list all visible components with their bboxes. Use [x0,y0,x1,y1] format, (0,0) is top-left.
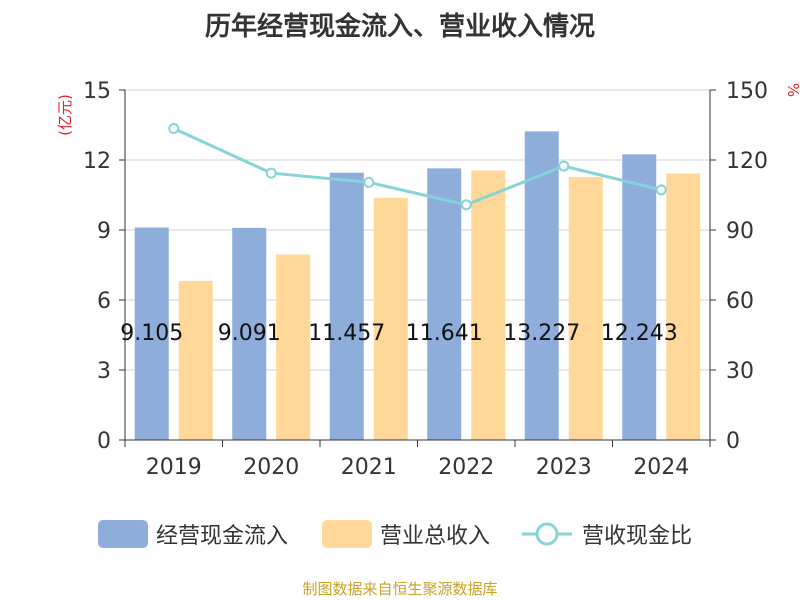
ratio-point-2024 [655,184,667,196]
y-left-tick-label: 9 [97,219,111,244]
gridlines [125,89,710,371]
bar-cash-inflow-2020 [232,227,267,440]
legend-swatch-ratio [522,522,572,546]
data-label-cash-inflow-2023: 13.227 [503,321,580,346]
bar-revenue-2024 [666,173,701,441]
legend-label-ratio: 营收现金比 [582,524,693,549]
x-tick-label: 2019 [146,455,202,480]
bar-revenue-2019 [178,280,213,440]
bar-cash-inflow-2019 [134,227,169,440]
x-tick-label: 2023 [536,455,592,480]
data-label-cash-inflow-2022: 11.641 [406,321,483,346]
ratio-point-2021 [363,176,375,188]
bar-cash-inflow-2022 [427,168,462,441]
data-label-cash-inflow-2019: 9.105 [120,321,183,346]
y-right-tick-label: 90 [726,219,754,244]
legend-item-cash-inflow[interactable]: 经营现金流入 [98,514,288,554]
y-right-unit: % [784,83,800,97]
source-note: 制图数据来自恒生聚源数据库 [302,580,498,598]
data-labels: 9.105 9.091 11.457 11.641 13.227 12.243 [120,321,677,346]
ratio-point-2020 [265,167,277,179]
y-right-tick-label: 60 [726,289,754,314]
ratio-point-2023 [558,160,570,172]
legend: 经营现金流入 营业总收入 营收现金比 [0,514,800,554]
y-right-tick-label: 150 [726,79,768,104]
bars [134,131,701,441]
bar-revenue-2022 [471,170,506,440]
legend-label-cash-inflow: 经营现金流入 [156,524,289,549]
x-tick-label: 2022 [438,455,494,480]
y-left-tick-label: 12 [83,149,111,174]
ratio-polyline [173,127,662,207]
x-tick-label: 2021 [341,455,397,480]
x-tick-label: 2020 [243,455,299,480]
legend-swatch-revenue [322,520,372,548]
y-left-unit: (亿元) [56,94,74,136]
y-left-tick-label: 3 [97,359,111,384]
ratio-point-2019 [168,123,180,134]
chart-title: 历年经营现金流入、营业收入情况 [204,12,595,42]
bar-cash-inflow-2021 [329,172,364,441]
x-tick-label: 2024 [633,455,689,480]
legend-swatch-cash-inflow [98,520,148,548]
y-right-tick-label: 120 [726,149,768,174]
ratio-point-2022 [460,199,472,211]
bar-revenue-2020 [276,254,311,440]
y-right-tick-label: 30 [726,359,754,384]
legend-label-revenue: 营业总收入 [380,524,491,549]
y-left-tick-label: 15 [83,79,111,104]
ratio-line [168,123,667,211]
y-left-tick-label: 0 [97,429,111,454]
bar-cash-inflow-2023 [524,131,559,440]
data-label-cash-inflow-2024: 12.243 [601,321,678,346]
y-right-tick-label: 0 [726,429,740,454]
bar-cash-inflow-2024 [622,154,657,440]
data-label-cash-inflow-2020: 9.091 [218,321,281,346]
data-label-cash-inflow-2021: 11.457 [308,321,385,346]
legend-item-ratio[interactable]: 营收现金比 [520,514,692,554]
bar-revenue-2021 [373,197,408,440]
bar-revenue-2023 [568,177,603,441]
axes: 036912150306090120150(亿元)%20192020202120… [56,79,800,480]
y-left-tick-label: 6 [97,289,111,314]
legend-item-revenue[interactable]: 营业总收入 [322,514,490,554]
